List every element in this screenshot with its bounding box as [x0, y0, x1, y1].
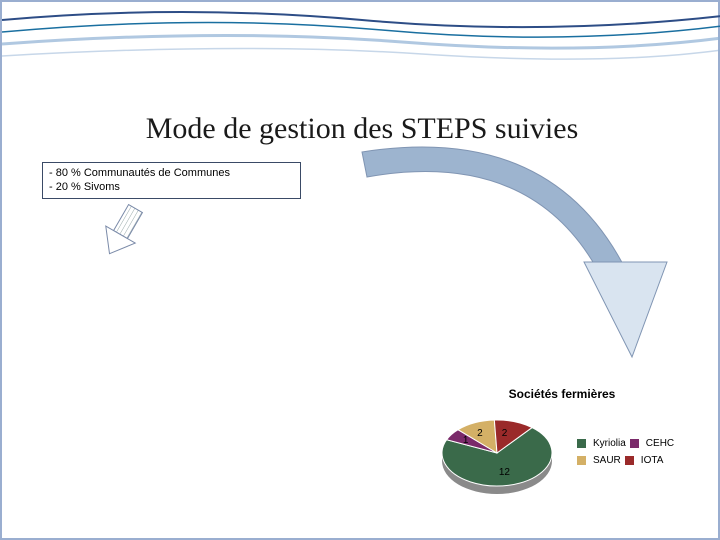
- pie-slice-label: 12: [499, 467, 510, 478]
- legend-row: Kyriolia CEHC: [577, 438, 697, 449]
- pie-slice-label: 2: [502, 428, 508, 439]
- legend-label: Kyriolia: [593, 438, 626, 449]
- page-title: Mode de gestion des STEPS suivies: [2, 112, 720, 146]
- pie-holder: 12122: [417, 405, 577, 505]
- legend-label: IOTA: [641, 455, 664, 466]
- info-box: - 80 % Communautés de Communes - 20 % Si…: [42, 162, 301, 199]
- slide: Mode de gestion des STEPS suivies - 80 %…: [0, 0, 720, 540]
- legend-swatch: [577, 456, 586, 465]
- legend-swatch: [630, 439, 639, 448]
- legend-swatch: [577, 439, 586, 448]
- legend-swatch: [625, 456, 634, 465]
- top-wave-decoration: [2, 2, 720, 82]
- legend-label: SAUR: [593, 455, 621, 466]
- legend-label: CEHC: [646, 438, 674, 449]
- pie-chart: Sociétés fermières 12122 KyrioliaCEHCSAU…: [417, 387, 707, 527]
- info-line-2: - 20 % Sivoms: [49, 180, 294, 194]
- chart-body: 12122 KyrioliaCEHCSAURIOTA: [417, 405, 707, 505]
- chart-legend: Kyriolia CEHC SAUR IOTA: [577, 438, 697, 472]
- info-line-1: - 80 % Communautés de Communes: [49, 166, 294, 180]
- chart-title: Sociétés fermières: [417, 387, 707, 401]
- pie-svg: [417, 405, 577, 505]
- small-arrow-icon: [97, 202, 147, 262]
- pie-slice-label: 1: [463, 435, 469, 446]
- big-curved-arrow-icon: [322, 142, 702, 392]
- pie-slice-label: 2: [477, 428, 483, 439]
- legend-row: SAUR IOTA: [577, 455, 697, 466]
